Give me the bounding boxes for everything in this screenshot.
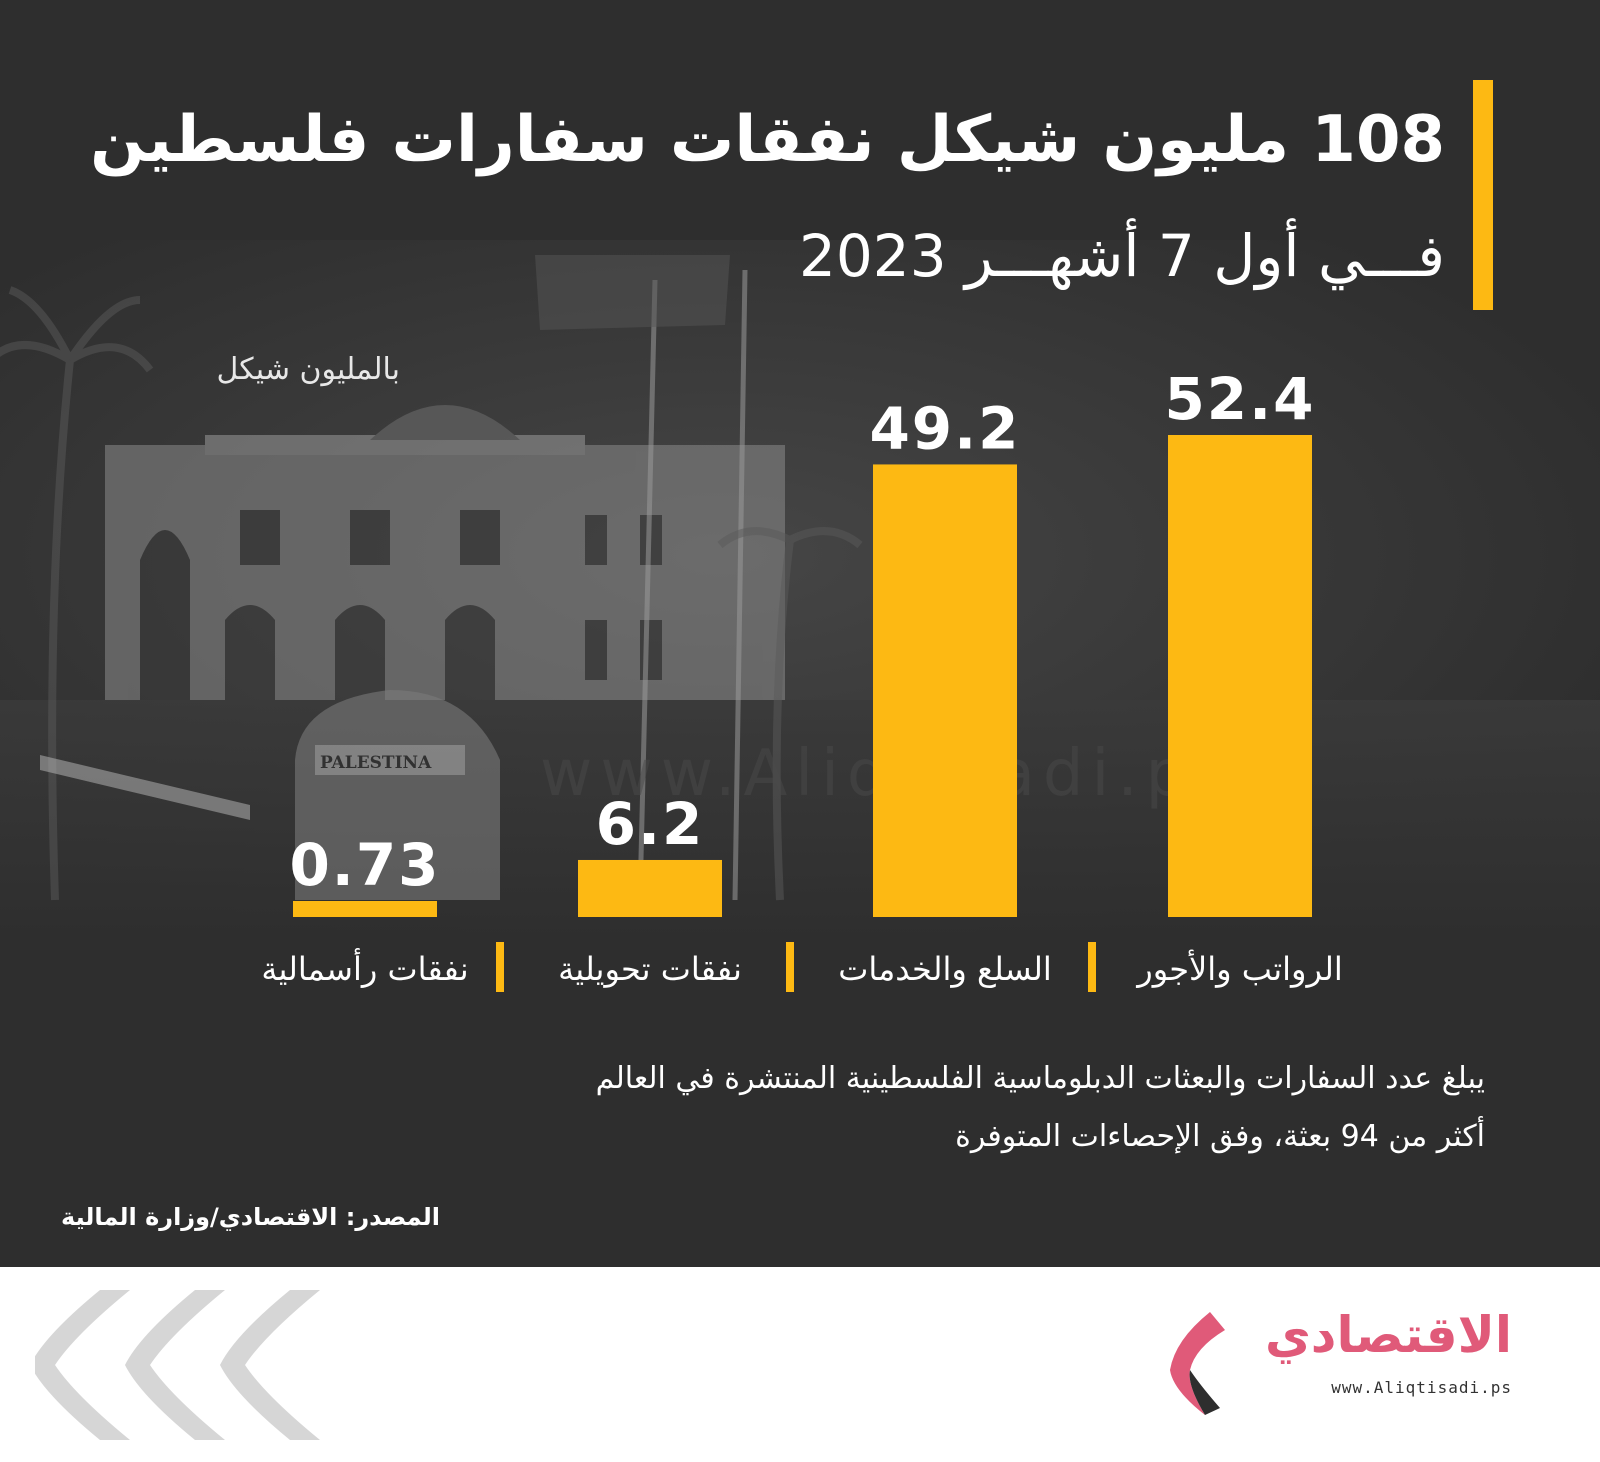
unit-label: بالمليون شيكل bbox=[216, 352, 400, 387]
category-separator-2 bbox=[786, 942, 794, 992]
bar-4 bbox=[293, 901, 437, 917]
bar-3 bbox=[578, 859, 722, 917]
bar-value-label-1: 52.4 bbox=[1164, 365, 1315, 433]
category-label-4: نفقات رأسمالية bbox=[261, 948, 468, 988]
bar-chart: 52.4 الرواتب والأجور 49.2 السلع والخدمات 6.2… bbox=[261, 365, 1343, 992]
category-separator-1 bbox=[1088, 942, 1096, 992]
category-label-1: الرواتب والأجور bbox=[1135, 949, 1343, 988]
note-line-2: أكثر من 94 بعثة، وفق الإحصاءات المتوفرة bbox=[955, 1119, 1485, 1154]
logo-url: www.Aliqtisadi.ps bbox=[1331, 1378, 1512, 1397]
bar-1 bbox=[1168, 435, 1312, 917]
category-label-3: نفقات تحويلية bbox=[558, 950, 742, 988]
logo-icon bbox=[1170, 1312, 1225, 1415]
page-title: 108 مليون شيكل نفقات سفارات فلسطين bbox=[90, 103, 1445, 177]
bar-2 bbox=[873, 464, 1017, 917]
category-label-2: السلع والخدمات bbox=[838, 950, 1052, 988]
bar-value-label-3: 6.2 bbox=[596, 790, 705, 858]
category-separator-3 bbox=[496, 942, 504, 992]
chevrons-decoration bbox=[35, 1290, 320, 1440]
source-text: المصدر: الاقتصادي/وزارة المالية bbox=[61, 1203, 440, 1231]
note-line-1: يبلغ عدد السفارات والبعثات الدبلوماسية ا… bbox=[595, 1061, 1485, 1096]
infographic-panel: PALESTINA www.Aliqtisadi.ps 108 مليون شي… bbox=[0, 0, 1600, 1267]
bar-value-label-2: 49.2 bbox=[869, 394, 1020, 462]
bar-value-label-4: 0.73 bbox=[289, 831, 440, 899]
note-text: يبلغ عدد السفارات والبعثات الدبلوماسية ا… bbox=[285, 1050, 1485, 1166]
page-subtitle: فـــي أول 7 أشهـــر 2023 bbox=[798, 222, 1445, 290]
logo-name: الاقتصادي bbox=[1264, 1306, 1512, 1364]
title-accent-bar bbox=[1473, 80, 1493, 310]
